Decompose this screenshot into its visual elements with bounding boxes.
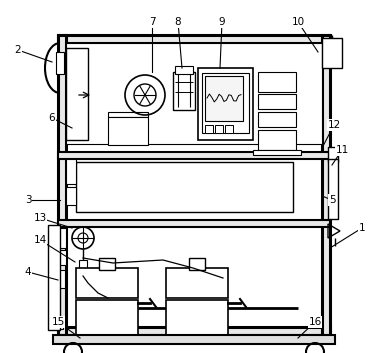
Bar xyxy=(99,258,115,270)
Bar xyxy=(258,130,296,150)
Bar xyxy=(58,250,66,265)
Bar xyxy=(258,72,296,92)
Bar xyxy=(76,162,293,212)
Bar xyxy=(205,76,243,121)
Text: 2: 2 xyxy=(15,45,21,55)
Bar xyxy=(56,52,64,74)
Bar xyxy=(108,117,148,145)
Bar xyxy=(166,300,228,336)
Text: 6: 6 xyxy=(49,113,55,123)
Bar xyxy=(253,150,301,155)
Bar xyxy=(79,260,87,268)
Bar xyxy=(258,112,296,127)
Text: 9: 9 xyxy=(219,17,225,27)
Bar xyxy=(328,147,338,162)
Text: 3: 3 xyxy=(25,195,31,205)
Bar xyxy=(58,228,66,248)
Bar xyxy=(76,268,138,298)
Bar xyxy=(48,225,60,330)
Text: 16: 16 xyxy=(309,317,322,327)
Text: 11: 11 xyxy=(335,145,349,155)
Bar xyxy=(66,43,322,144)
Text: 10: 10 xyxy=(291,17,305,27)
Bar xyxy=(322,35,330,335)
Bar xyxy=(173,72,195,110)
Bar xyxy=(189,258,205,270)
Bar xyxy=(58,35,330,43)
Bar xyxy=(58,327,330,335)
Text: 15: 15 xyxy=(52,317,65,327)
Text: 13: 13 xyxy=(33,213,47,223)
Bar xyxy=(66,187,76,205)
Bar xyxy=(215,125,223,133)
Bar xyxy=(322,38,342,68)
Bar xyxy=(258,94,296,109)
Bar xyxy=(53,317,63,329)
Bar xyxy=(58,152,330,159)
Bar xyxy=(205,125,213,133)
Bar xyxy=(66,159,76,184)
Bar xyxy=(58,35,66,335)
Text: 7: 7 xyxy=(149,17,155,27)
Bar xyxy=(76,300,138,336)
Bar xyxy=(175,66,193,74)
Bar xyxy=(202,73,249,133)
Bar xyxy=(58,220,330,227)
Text: 1: 1 xyxy=(359,223,365,233)
Bar xyxy=(328,159,338,219)
Text: 8: 8 xyxy=(175,17,181,27)
Bar xyxy=(53,335,335,344)
Text: 12: 12 xyxy=(327,120,341,130)
Bar xyxy=(166,268,228,298)
Bar xyxy=(66,48,88,140)
Text: 4: 4 xyxy=(25,267,31,277)
Bar xyxy=(225,125,233,133)
Bar xyxy=(198,68,253,140)
Text: 5: 5 xyxy=(329,195,335,205)
Text: 14: 14 xyxy=(33,235,47,245)
Bar xyxy=(53,270,65,288)
Bar xyxy=(108,112,148,117)
